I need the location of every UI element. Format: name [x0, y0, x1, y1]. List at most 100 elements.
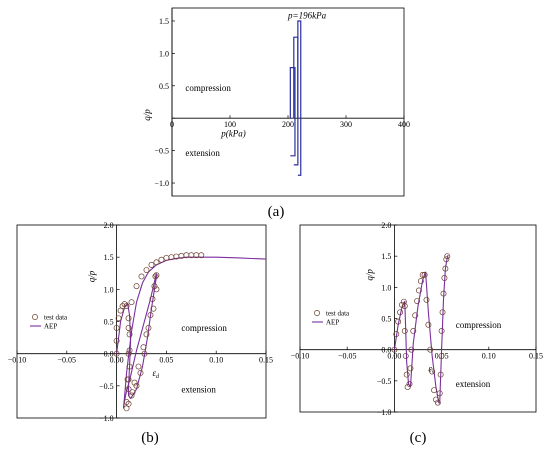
- test-data-point: [135, 363, 142, 370]
- test-data-point: [125, 315, 132, 322]
- test-data-point: [425, 321, 432, 328]
- test-data-point: [153, 259, 160, 266]
- test-data-point: [143, 331, 150, 338]
- test-data-point: [414, 298, 421, 304]
- test-data-point: [163, 254, 170, 261]
- x-tick-label: −0.05: [58, 356, 77, 365]
- extension-annotation: extension: [185, 148, 220, 158]
- x-tick-label: 0.15: [529, 352, 543, 361]
- test-data-point: [133, 382, 140, 389]
- x-tick-label: −0.10: [8, 356, 27, 365]
- test-data-point: [400, 298, 407, 305]
- legend-label-aep: AEP: [326, 319, 339, 327]
- test-data-point: [141, 350, 148, 357]
- test-data-point: [140, 344, 147, 351]
- y-tick-label: 1.0: [159, 49, 169, 58]
- y-tick-label: 1.5: [104, 253, 114, 262]
- compression-annotation: compression: [185, 83, 231, 93]
- y-tick-label: 0.0: [104, 350, 114, 359]
- test-data-point: [399, 301, 405, 308]
- y-tick-label: −0.5: [154, 147, 169, 156]
- x-tick-label: 0.00: [110, 356, 124, 365]
- test-data-point: [440, 290, 447, 297]
- test-data-point: [444, 253, 451, 260]
- x-tick-label: −0.05: [338, 352, 357, 361]
- y-axis-label: q/p: [364, 269, 374, 281]
- aep-curve: [123, 273, 157, 409]
- panel-a-chart: 0 100 200 300 400 −1.0 −0.5 0.5 1.0 1.5 q/p p(kPa) c…: [142, 7, 410, 197]
- y-tick-label: −0.5: [99, 382, 114, 391]
- test-data-point: [113, 350, 120, 357]
- stress-path-series: [297, 20, 302, 176]
- test-data-point: [412, 312, 419, 319]
- panel-b-chart: −0.10 −0.05 0.00 0.05 0.10 0.15 −1.0 −0.5 0.0 0.5…: [8, 221, 273, 423]
- y-tick-label: −0.5: [377, 377, 392, 386]
- test-data-point: [148, 261, 155, 268]
- extension-annotation: extension: [456, 379, 491, 389]
- stress-path-series: [289, 67, 296, 157]
- x-tick-label: 100: [224, 120, 236, 129]
- y-tick-label: −1.0: [154, 179, 169, 188]
- test-data-point: [123, 303, 130, 310]
- test-data-point: [417, 278, 424, 285]
- test-data-point: [115, 315, 122, 322]
- test-data-point: [397, 309, 404, 316]
- x-tick-label: 0.10: [209, 356, 223, 365]
- x-tick-label: 0.05: [159, 356, 173, 365]
- test-data-point: [423, 296, 430, 303]
- test-data-point: [125, 350, 132, 357]
- test-data-point: [395, 318, 402, 325]
- y-tick-label: 1.0: [381, 283, 391, 292]
- test-data-point: [419, 271, 426, 278]
- test-data-point: [429, 368, 436, 375]
- test-data-point: [442, 265, 449, 272]
- test-data-point: [121, 301, 128, 308]
- test-data-point: [443, 256, 450, 263]
- x-axis-label: εv: [428, 363, 435, 375]
- y-axis-label: q/p: [87, 270, 97, 282]
- test-data-point: [153, 286, 160, 293]
- test-data-point: [431, 387, 437, 394]
- test-data-point: [415, 287, 422, 294]
- panel-label-b: (b): [141, 430, 159, 446]
- test-data-point: [432, 396, 439, 403]
- x-tick-label: 0: [170, 120, 174, 129]
- test-data-point: [126, 331, 133, 338]
- y-tick-label: 1.5: [381, 252, 391, 261]
- x-tick-label: 300: [340, 120, 352, 129]
- test-data-point: [403, 371, 410, 378]
- y-axis-label: q/p: [142, 109, 152, 121]
- aep-curve: [409, 271, 441, 404]
- panel-label-c: (c): [410, 430, 427, 446]
- test-data-point: [113, 324, 120, 331]
- test-data-point: [407, 365, 414, 372]
- panel-label-a: (a): [268, 204, 285, 220]
- test-data-point: [438, 328, 445, 334]
- legend-marker-test-data: [314, 310, 320, 316]
- extension-annotation: extension: [181, 384, 216, 394]
- test-data-point: [125, 386, 132, 392]
- y-tick-label: 2.0: [104, 221, 114, 230]
- test-data-point: [406, 381, 413, 387]
- test-data-point: [401, 303, 408, 309]
- test-data-point: [150, 305, 157, 312]
- x-tick-label: 0.10: [482, 352, 496, 361]
- y-tick-label: −1.0: [99, 414, 114, 423]
- test-data-point: [439, 309, 446, 316]
- test-data-point: [401, 328, 408, 334]
- y-tick-label: 1.5: [159, 17, 169, 26]
- test-data-point: [145, 324, 152, 331]
- legend-marker-test-data: [32, 314, 38, 320]
- aep-curve: [116, 302, 132, 399]
- y-tick-label: 1.0: [104, 285, 114, 294]
- test-data-point: [128, 392, 135, 399]
- test-data-point: [124, 376, 131, 383]
- x-tick-label: 0.00: [387, 352, 401, 361]
- test-data-point: [410, 328, 417, 334]
- compression-annotation: compression: [181, 323, 227, 333]
- test-data-point: [152, 273, 159, 280]
- pressure-annotation: p=196kPa: [287, 10, 327, 20]
- test-data-point: [123, 405, 130, 412]
- test-data-point: [436, 390, 443, 397]
- test-data-point: [125, 324, 132, 331]
